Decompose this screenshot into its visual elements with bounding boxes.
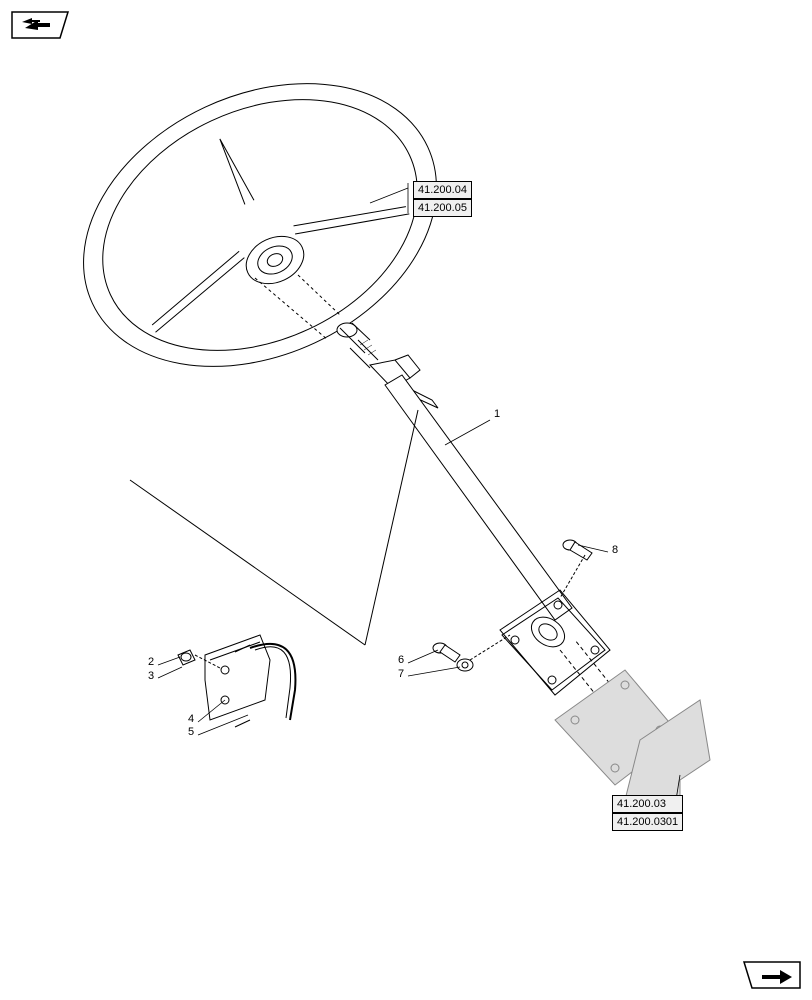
callout-1: 1 [494, 408, 500, 420]
callout-4: 4 [188, 713, 194, 725]
callout-6: 6 [398, 654, 404, 666]
callout-5: 5 [188, 726, 194, 738]
callout-7: 7 [398, 668, 404, 680]
technical-drawing [0, 0, 812, 1000]
reference-box: 41.200.05 [413, 199, 472, 217]
callout-2: 2 [148, 656, 154, 668]
parts-diagram: 1 2 3 4 5 6 7 8 41.200.04 41.200.05 41.2… [0, 0, 812, 1000]
reference-box-stack-top: 41.200.04 41.200.05 [413, 181, 472, 217]
reference-box-stack-bottom: 41.200.03 41.200.0301 [612, 795, 683, 831]
callout-3: 3 [148, 670, 154, 682]
reference-box: 41.200.03 [612, 795, 683, 813]
reference-box: 41.200.04 [413, 181, 472, 199]
reference-box: 41.200.0301 [612, 813, 683, 831]
callout-8: 8 [612, 544, 618, 556]
